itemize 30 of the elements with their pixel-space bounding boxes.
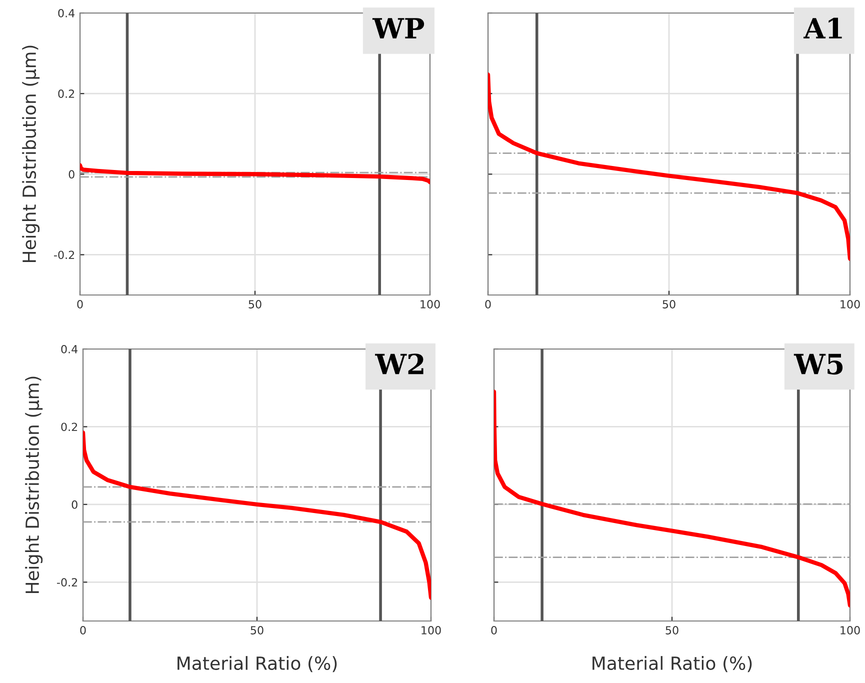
chart-title: W2 xyxy=(375,354,424,374)
x-tick-label: 100 xyxy=(420,300,440,308)
x-tick-label: 100 xyxy=(840,300,860,308)
x-tick-label: 0 xyxy=(77,300,83,308)
x-tick-label: 50 xyxy=(666,626,678,634)
y-tick-label: 0.4 xyxy=(58,8,75,18)
x-tick-label: 50 xyxy=(248,300,262,308)
x-tick-label: 0 xyxy=(80,626,86,634)
x-tick-label: 0 xyxy=(491,626,497,634)
y-axis-title: Height Distribution (μm) xyxy=(25,376,43,594)
x-axis-title: Material Ratio (%) xyxy=(178,656,337,672)
y-tick-label: -0.2 xyxy=(57,578,78,587)
y-tick-label: 0.2 xyxy=(58,90,74,98)
y-tick-label: 0.2 xyxy=(61,422,78,432)
y-tick-label: 0 xyxy=(68,170,74,179)
chart-title: A1 xyxy=(803,18,842,38)
x-tick-label: 100 xyxy=(840,626,860,634)
x-tick-label: 50 xyxy=(250,626,264,634)
line-series xyxy=(83,430,431,600)
chart-title: W5 xyxy=(794,354,843,375)
x-axis-title: Material Ratio (%) xyxy=(592,656,752,672)
line-series xyxy=(80,163,430,184)
y-axis-title: Height Distribution (μm) xyxy=(22,46,40,262)
x-tick-label: 100 xyxy=(422,626,441,634)
x-tick-label: 0 xyxy=(485,300,491,308)
x-tick-label: 50 xyxy=(662,300,676,308)
y-tick-label: 0.4 xyxy=(61,344,78,354)
chart-title: WP xyxy=(372,18,424,38)
y-tick-label: 0 xyxy=(72,500,78,509)
y-tick-label: -0.2 xyxy=(54,250,74,260)
